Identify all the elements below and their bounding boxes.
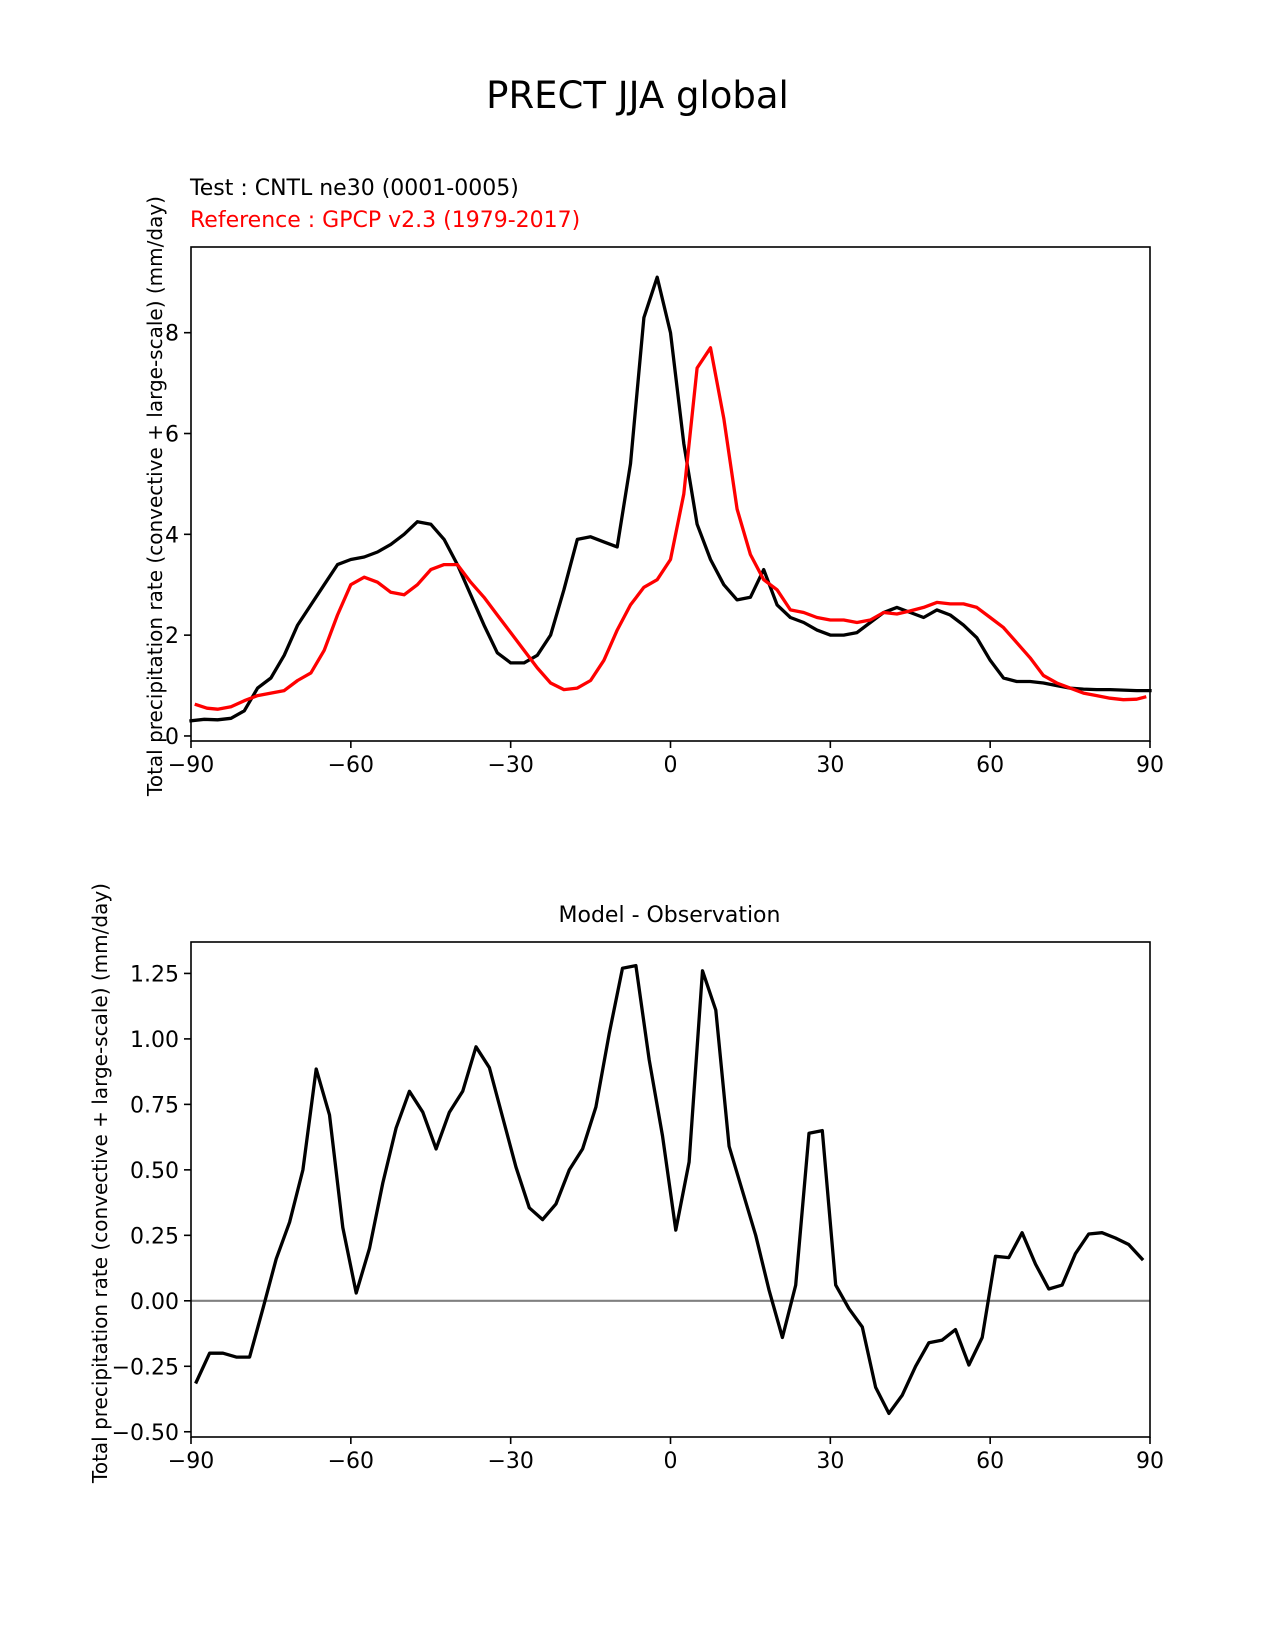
bottom-ytick-label: −0.50 [112, 1421, 179, 1446]
top-xtick-label: 60 [976, 753, 1004, 778]
bottom-xtick-label: 30 [816, 1449, 844, 1474]
reference-legend-label: Reference : GPCP v2.3 (1979-2017) [190, 208, 581, 233]
bottom-ytick-label: 1.25 [130, 962, 179, 987]
top-ytick-label: 2 [165, 624, 179, 649]
difference-chart-title: Model - Observation [558, 903, 781, 928]
test-legend-label: Test : CNTL ne30 (0001-0005) [190, 176, 519, 201]
top-xtick-label: −60 [328, 753, 374, 778]
bottom-xtick-label: 0 [664, 1449, 678, 1474]
bottom-series-test-line [194, 963, 1145, 1416]
figure-title: PRECT JJA global [486, 74, 789, 117]
top-axes-frame [190, 246, 1151, 742]
bottom-xtick-label: 60 [976, 1449, 1004, 1474]
bottom-ytick-label: −0.25 [112, 1355, 179, 1380]
bottom-xtick-label: −60 [328, 1449, 374, 1474]
bottom-xtick-label: −30 [487, 1449, 533, 1474]
top-xtick-label: 90 [1136, 753, 1164, 778]
bottom-xtick-label: −90 [168, 1449, 214, 1474]
top-xtick-label: 30 [816, 753, 844, 778]
bottom-ytick-label: 0.25 [130, 1224, 179, 1249]
bottom-xtick-label: 90 [1136, 1449, 1164, 1474]
top-ytick-label: 8 [165, 322, 179, 347]
bottom-ytick-label: 0.00 [130, 1290, 179, 1315]
top-xtick-label: −30 [487, 753, 533, 778]
top-series-test-line [189, 275, 1152, 723]
bottom-ytick-label: 0.50 [130, 1159, 179, 1184]
top-ytick-label: 4 [165, 523, 179, 548]
top-ytick-label: 6 [165, 423, 179, 448]
bottom-ytick-label: 1.00 [130, 1028, 179, 1053]
top-ytick-label: 0 [165, 725, 179, 750]
top-series-reference-line [194, 346, 1147, 711]
top-xtick-label: 0 [664, 753, 678, 778]
bottom-ytick-label: 0.75 [130, 1093, 179, 1118]
top-xtick-label: −90 [168, 753, 214, 778]
